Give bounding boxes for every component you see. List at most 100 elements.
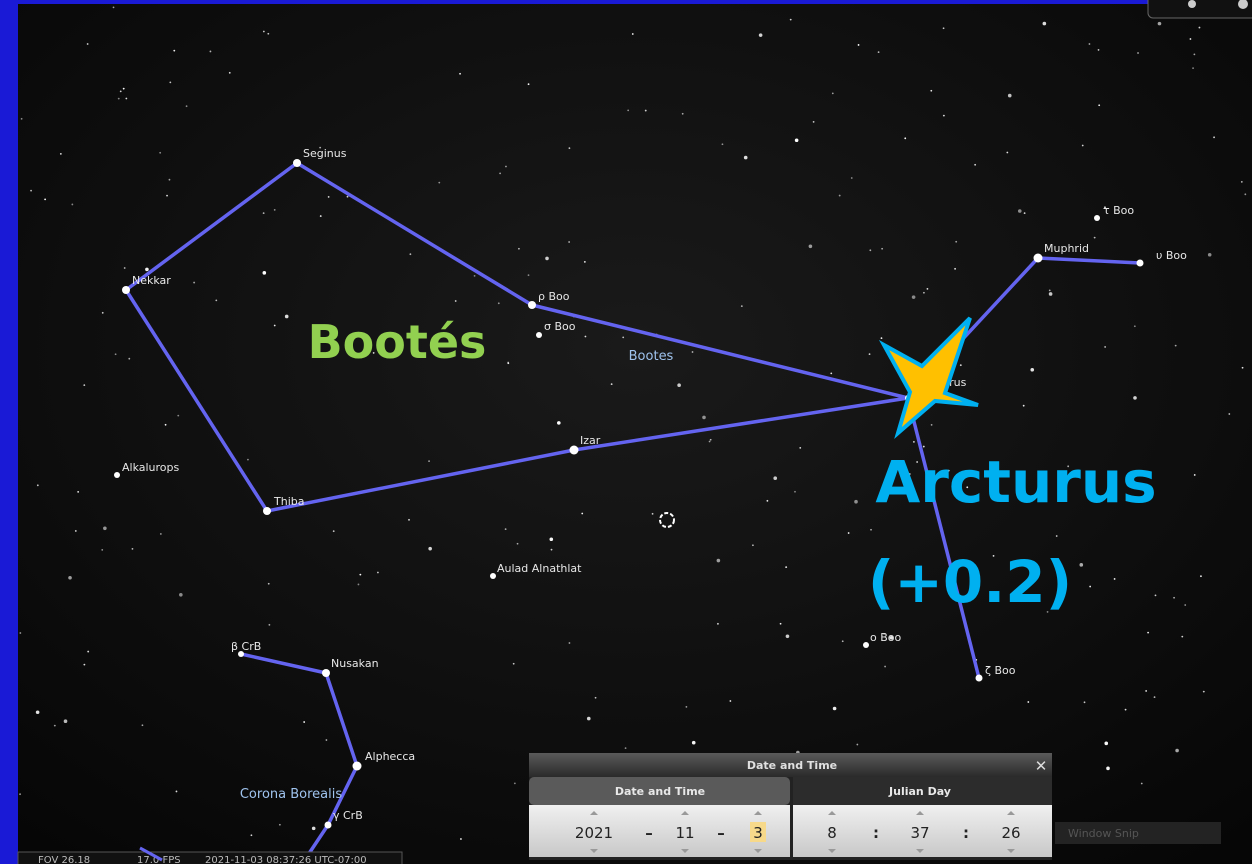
background-star (631, 33, 634, 35)
background-star (904, 137, 907, 140)
constellation-line (324, 672, 359, 767)
background-star (568, 241, 571, 243)
star-label: υ Boo (1156, 249, 1187, 262)
background-star (794, 490, 796, 493)
toolbar-corner[interactable] (1147, 0, 1252, 19)
background-star (992, 554, 995, 557)
background-star (1244, 193, 1247, 196)
background-star (250, 834, 253, 837)
background-star (372, 352, 375, 354)
star-label: Thiba (273, 495, 304, 508)
background-star (122, 87, 125, 90)
field-value: 37 (910, 824, 929, 842)
background-star (709, 438, 712, 441)
star (536, 332, 542, 338)
background-star (794, 138, 799, 143)
background-star (209, 50, 212, 53)
background-star (278, 823, 281, 826)
background-star (518, 247, 520, 250)
star (975, 674, 983, 682)
background-star (594, 696, 597, 699)
background-star (267, 582, 270, 585)
background-star (409, 253, 412, 256)
background-star (68, 576, 72, 580)
background-star (557, 421, 561, 425)
field-value: 3 (753, 824, 763, 842)
background-star (262, 30, 265, 33)
background-star (36, 484, 39, 487)
background-star (959, 364, 962, 367)
toolbar-icon[interactable] (1188, 0, 1196, 8)
background-star (831, 92, 834, 95)
background-star (922, 445, 925, 448)
tab[interactable] (793, 777, 1052, 805)
background-star (1181, 635, 1184, 638)
background-star (505, 165, 507, 168)
toolbar-icon[interactable] (1238, 0, 1248, 9)
background-star (911, 295, 916, 299)
spin-up[interactable] (681, 811, 689, 815)
star (1094, 215, 1100, 221)
background-star (1137, 52, 1139, 54)
spin-down[interactable] (754, 849, 762, 853)
background-star (758, 33, 763, 37)
star (293, 159, 301, 167)
star-label: γ CrB (333, 809, 363, 822)
spin-up[interactable] (828, 811, 836, 815)
spin-down[interactable] (1007, 849, 1015, 853)
background-star (193, 281, 196, 284)
dialog-close[interactable]: ✕ (1035, 757, 1048, 775)
background-star (1059, 586, 1062, 589)
background-star (953, 484, 956, 487)
field-value: 11 (675, 824, 694, 842)
background-star (1213, 136, 1215, 139)
background-star (185, 105, 188, 108)
star-label: Izar (580, 434, 601, 447)
background-star (319, 215, 322, 217)
spin-up[interactable] (916, 811, 924, 815)
background-star (516, 542, 519, 545)
background-star (581, 512, 584, 515)
window-snip[interactable] (1055, 822, 1221, 844)
star (352, 761, 362, 771)
background-star (497, 302, 500, 305)
spin-down[interactable] (916, 849, 924, 853)
background-star (504, 528, 507, 531)
background-star (1147, 631, 1150, 634)
star-label: Aulad Alnathlat (497, 562, 582, 575)
background-star (1042, 21, 1047, 26)
background-star (947, 469, 950, 472)
background-star (1106, 766, 1110, 771)
background-star (1207, 252, 1212, 257)
spin-down[interactable] (590, 849, 598, 853)
background-star (644, 109, 647, 112)
constellation-name: Corona Borealis (240, 787, 343, 802)
background-star (141, 724, 144, 727)
background-star (346, 195, 349, 198)
background-star (549, 537, 554, 542)
field-separator: – (717, 824, 725, 842)
background-star (438, 181, 441, 184)
background-star (262, 271, 267, 275)
spin-down[interactable] (681, 849, 689, 853)
background-star (856, 743, 859, 746)
star (238, 651, 244, 657)
background-star (53, 724, 56, 727)
spin-up[interactable] (1007, 811, 1015, 815)
background-star (303, 721, 306, 723)
background-star (1006, 151, 1009, 154)
spin-down[interactable] (828, 849, 836, 853)
star (1033, 253, 1043, 263)
star-label: β CrB (231, 640, 261, 653)
tab-active[interactable] (529, 777, 790, 805)
background-star (327, 196, 330, 198)
background-star (357, 583, 360, 586)
cursor-reticle (659, 512, 675, 528)
tab-label: Date and Time (615, 785, 705, 798)
background-star (63, 719, 68, 724)
background-star (908, 473, 911, 475)
spin-up[interactable] (590, 811, 598, 815)
spin-up[interactable] (754, 811, 762, 815)
field-separator: : (873, 824, 879, 842)
background-star (584, 335, 587, 338)
